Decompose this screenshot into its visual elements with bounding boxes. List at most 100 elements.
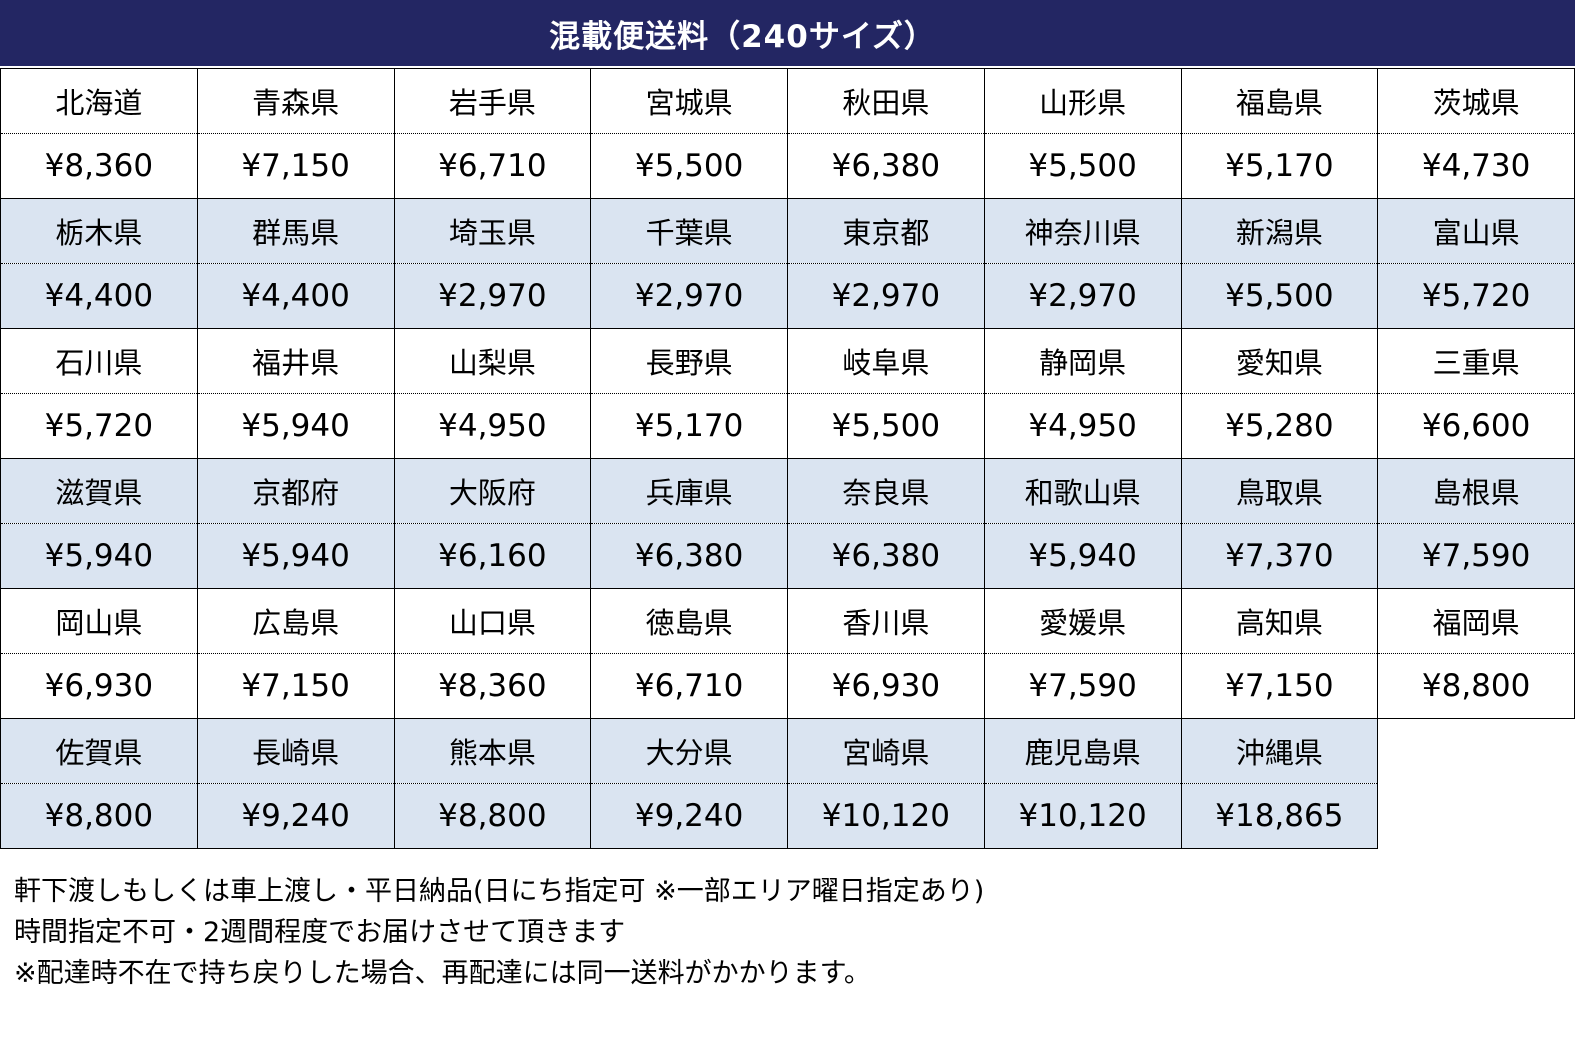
- price-cell: ¥10,120: [787, 783, 985, 849]
- note-line: 軒下渡しもしくは車上渡し・平日納品(日にち指定可 ※一部エリア曜日指定あり): [14, 876, 985, 907]
- price-cell: ¥6,380: [787, 133, 985, 199]
- price-cell: ¥8,800: [0, 783, 198, 849]
- prefecture-cell: 徳島県: [590, 588, 788, 654]
- price-cell: ¥7,150: [196, 653, 395, 719]
- prefecture-cell: 福岡県: [1377, 588, 1575, 654]
- price-cell: ¥5,500: [590, 133, 788, 199]
- price-cell: ¥7,150: [1180, 653, 1379, 719]
- notes-section: 軒下渡しもしくは車上渡し・平日納品(日にち指定可 ※一部エリア曜日指定あり) 時間…: [0, 849, 1575, 994]
- prefecture-cell: 山梨県: [393, 328, 592, 394]
- price-cell: ¥6,600: [1377, 393, 1575, 459]
- prefecture-cell: 山口県: [393, 588, 592, 654]
- prefecture-cell: 長崎県: [196, 718, 395, 784]
- prefecture-cell: 香川県: [787, 588, 985, 654]
- prefecture-cell: 栃木県: [0, 198, 198, 264]
- prefecture-row: 滋賀県 京都府 大阪府 兵庫県 奈良県 和歌山県 鳥取県 島根県: [0, 458, 1575, 524]
- price-cell: ¥5,940: [196, 393, 395, 459]
- price-cell: ¥4,950: [393, 393, 592, 459]
- price-cell: ¥2,970: [393, 263, 592, 329]
- price-cell: ¥5,500: [1180, 263, 1379, 329]
- prefecture-row: 北海道 青森県 岩手県 宮城県 秋田県 山形県 福島県 茨城県: [0, 68, 1575, 134]
- prefecture-cell: 和歌山県: [983, 458, 1182, 524]
- title-bar: 混載便送料（240サイズ）: [0, 0, 1575, 66]
- prefecture-cell: 埼玉県: [393, 198, 592, 264]
- price-cell: ¥9,240: [590, 783, 788, 849]
- price-row: ¥5,720 ¥5,940 ¥4,950 ¥5,170 ¥5,500 ¥4,950 ¥5,2…: [0, 393, 1575, 459]
- price-cell: ¥7,590: [1377, 523, 1575, 589]
- prefecture-cell: 大分県: [590, 718, 788, 784]
- prefecture-cell: 山形県: [983, 68, 1182, 134]
- prefecture-cell: 鳥取県: [1180, 458, 1379, 524]
- prefecture-cell: 熊本県: [393, 718, 592, 784]
- price-cell: ¥18,865: [1180, 783, 1379, 849]
- prefecture-cell: 群馬県: [196, 198, 395, 264]
- prefecture-cell: 島根県: [1377, 458, 1575, 524]
- empty-cell: [1377, 783, 1575, 849]
- prefecture-cell: 東京都: [787, 198, 985, 264]
- price-cell: ¥5,720: [0, 393, 198, 459]
- price-row: ¥5,940 ¥5,940 ¥6,160 ¥6,380 ¥6,380 ¥5,940 ¥7,3…: [0, 523, 1575, 589]
- prefecture-cell: 茨城県: [1377, 68, 1575, 134]
- price-cell: ¥7,370: [1180, 523, 1379, 589]
- prefecture-cell: 鹿児島県: [983, 718, 1182, 784]
- prefecture-cell: 沖縄県: [1180, 718, 1379, 784]
- price-cell: ¥7,590: [983, 653, 1182, 719]
- prefecture-cell: 愛媛県: [983, 588, 1182, 654]
- prefecture-cell: 岡山県: [0, 588, 198, 654]
- price-row: ¥8,800 ¥9,240 ¥8,800 ¥9,240 ¥10,120 ¥10,120 ¥1…: [0, 783, 1575, 849]
- price-cell: ¥6,930: [787, 653, 985, 719]
- price-cell: ¥2,970: [787, 263, 985, 329]
- prefecture-cell: 岩手県: [393, 68, 592, 134]
- price-cell: ¥4,730: [1377, 133, 1575, 199]
- prefecture-cell: 長野県: [590, 328, 788, 394]
- price-cell: ¥6,710: [590, 653, 788, 719]
- price-cell: ¥8,360: [393, 653, 592, 719]
- prefecture-cell: 福井県: [196, 328, 395, 394]
- price-cell: ¥4,400: [0, 263, 198, 329]
- prefecture-cell: 岐阜県: [787, 328, 985, 394]
- price-cell: ¥4,950: [983, 393, 1182, 459]
- note-line: ※配達時不在で持ち戻りした場合、再配達には同一送料がかかります。: [14, 958, 871, 990]
- price-row: ¥6,930 ¥7,150 ¥8,360 ¥6,710 ¥6,930 ¥7,590 ¥7,1…: [0, 653, 1575, 719]
- price-cell: ¥8,800: [1377, 653, 1575, 719]
- note-line: 時間指定不可・2週間程度でお届けさせて頂きます: [14, 917, 626, 949]
- prefecture-cell: 佐賀県: [0, 718, 198, 784]
- empty-cell: [1377, 718, 1575, 784]
- price-cell: ¥2,970: [590, 263, 788, 329]
- prefecture-cell: 三重県: [1377, 328, 1575, 394]
- price-cell: ¥6,380: [787, 523, 985, 589]
- shipping-fee-table: 北海道 青森県 岩手県 宮城県 秋田県 山形県 福島県 茨城県 ¥8,360 ¥7,150 ¥6,7…: [0, 68, 1575, 849]
- price-cell: ¥6,710: [393, 133, 592, 199]
- prefecture-row: 岡山県 広島県 山口県 徳島県 香川県 愛媛県 高知県 福岡県: [0, 588, 1575, 654]
- price-cell: ¥9,240: [196, 783, 395, 849]
- price-cell: ¥7,150: [196, 133, 395, 199]
- price-cell: ¥5,280: [1180, 393, 1379, 459]
- price-cell: ¥5,940: [196, 523, 395, 589]
- prefecture-row: 石川県 福井県 山梨県 長野県 岐阜県 静岡県 愛知県 三重県: [0, 328, 1575, 394]
- prefecture-cell: 広島県: [196, 588, 395, 654]
- prefecture-cell: 富山県: [1377, 198, 1575, 264]
- prefecture-row: 栃木県 群馬県 埼玉県 千葉県 東京都 神奈川県 新潟県 富山県: [0, 198, 1575, 264]
- prefecture-cell: 京都府: [196, 458, 395, 524]
- page-title: 混載便送料（240サイズ）: [549, 18, 936, 55]
- prefecture-cell: 北海道: [0, 68, 198, 134]
- price-cell: ¥8,800: [393, 783, 592, 849]
- prefecture-cell: 石川県: [0, 328, 198, 394]
- price-cell: ¥6,160: [393, 523, 592, 589]
- price-cell: ¥2,970: [983, 263, 1182, 329]
- prefecture-cell: 滋賀県: [0, 458, 198, 524]
- prefecture-cell: 神奈川県: [983, 198, 1182, 264]
- prefecture-cell: 宮城県: [590, 68, 788, 134]
- price-cell: ¥8,360: [0, 133, 198, 199]
- prefecture-cell: 奈良県: [787, 458, 985, 524]
- price-cell: ¥5,170: [590, 393, 788, 459]
- prefecture-cell: 宮崎県: [787, 718, 985, 784]
- prefecture-cell: 愛知県: [1180, 328, 1379, 394]
- price-row: ¥4,400 ¥4,400 ¥2,970 ¥2,970 ¥2,970 ¥2,970 ¥5,5…: [0, 263, 1575, 329]
- prefecture-cell: 青森県: [196, 68, 395, 134]
- prefecture-cell: 静岡県: [983, 328, 1182, 394]
- prefecture-cell: 大阪府: [393, 458, 592, 524]
- price-cell: ¥5,940: [983, 523, 1182, 589]
- prefecture-cell: 秋田県: [787, 68, 985, 134]
